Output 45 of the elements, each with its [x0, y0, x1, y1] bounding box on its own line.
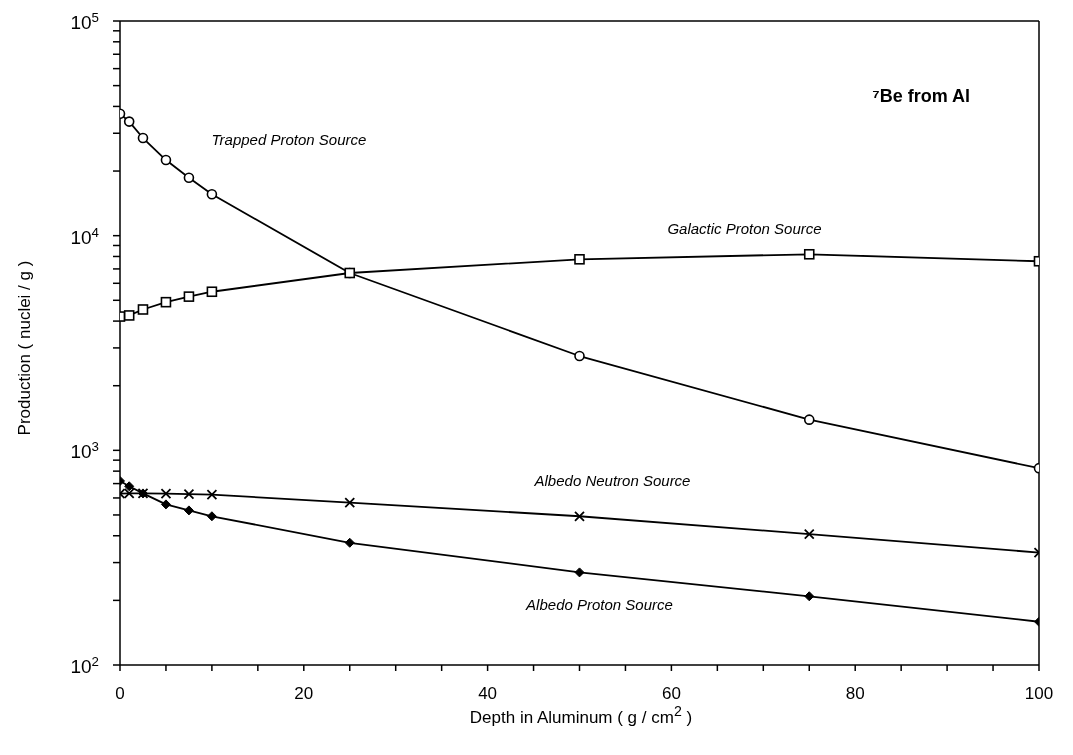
x-tick-label: 20 — [294, 684, 314, 703]
point — [160, 488, 172, 500]
point — [206, 489, 218, 500]
point — [344, 497, 356, 508]
y-tick-label: 10$^{3}$ — [70, 438, 99, 463]
point — [183, 291, 195, 302]
point — [574, 567, 585, 578]
x-axis-title: Depth in Aluminum ( g / cm$^{2}$ ) — [468, 703, 694, 728]
point — [574, 510, 585, 522]
point — [183, 172, 195, 184]
point — [123, 310, 135, 321]
point — [574, 350, 585, 362]
point — [123, 488, 135, 499]
point — [803, 248, 815, 260]
y-axis-title: Production ( nuclei / g ) — [15, 259, 35, 438]
point — [123, 116, 135, 127]
text: Trapped Proton Source — [211, 130, 367, 148]
point — [137, 304, 149, 315]
point — [803, 528, 815, 540]
point — [344, 537, 355, 548]
point — [206, 286, 218, 298]
point — [206, 188, 218, 200]
point — [183, 505, 194, 516]
point — [160, 296, 172, 308]
point — [206, 511, 217, 522]
point — [124, 481, 135, 492]
x-tick-label: 80 — [845, 684, 865, 703]
point — [183, 488, 195, 500]
series-label: Albedo Proton Source — [525, 596, 673, 614]
text: ⁷Be from Al — [872, 86, 970, 107]
x-tick-label: 0 — [115, 684, 125, 703]
point — [137, 132, 149, 144]
x-tick-label: 100 — [1024, 684, 1054, 703]
point — [804, 591, 815, 602]
point — [160, 499, 171, 510]
x-tick-label: 40 — [478, 684, 498, 703]
x-tick-label: 60 — [661, 684, 681, 703]
point — [803, 414, 815, 425]
series-label: Galactic Proton Source — [667, 220, 822, 238]
point — [160, 154, 172, 166]
y-tick-label: 10$^{2}$ — [70, 653, 99, 677]
point — [574, 254, 585, 265]
y-tick-label: 10$^{4}$ — [70, 224, 99, 248]
y-tick-label: 10$^{5}$ — [70, 9, 99, 33]
series-label: Albedo Neutron Source — [533, 472, 691, 490]
